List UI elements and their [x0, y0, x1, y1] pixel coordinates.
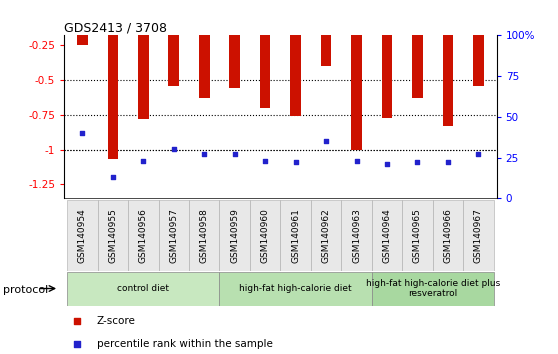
Text: GSM140964: GSM140964 [382, 208, 392, 263]
Bar [98, 200, 128, 271]
Text: GSM140957: GSM140957 [169, 208, 179, 263]
Bar [402, 200, 432, 271]
Bar [372, 272, 494, 306]
Text: GSM140956: GSM140956 [139, 208, 148, 263]
Bar [158, 200, 189, 271]
Bar [321, 10, 331, 66]
Point [291, 160, 300, 165]
Text: GSM140965: GSM140965 [413, 208, 422, 263]
Bar [108, 10, 118, 159]
Bar [250, 200, 281, 271]
Bar [351, 10, 362, 149]
Point [352, 158, 361, 164]
Point [261, 158, 270, 164]
Point [474, 152, 483, 157]
Text: GSM140959: GSM140959 [230, 208, 239, 263]
Text: GSM140961: GSM140961 [291, 208, 300, 263]
Bar [128, 200, 158, 271]
Text: GSM140958: GSM140958 [200, 208, 209, 263]
Bar [260, 10, 271, 108]
Point [394, 27, 403, 33]
Point [394, 236, 403, 242]
Bar [77, 10, 88, 45]
Text: GSM140962: GSM140962 [321, 208, 330, 263]
Bar [189, 200, 219, 271]
Text: GSM140954: GSM140954 [78, 208, 87, 263]
Point [108, 174, 117, 180]
Point [139, 158, 148, 164]
Point [200, 152, 209, 157]
Text: protocol: protocol [3, 285, 48, 295]
Bar [219, 200, 250, 271]
Text: GDS2413 / 3708: GDS2413 / 3708 [64, 21, 167, 34]
Text: GSM140967: GSM140967 [474, 208, 483, 263]
Bar [311, 200, 341, 271]
Bar [280, 200, 311, 271]
Bar [67, 200, 98, 271]
Point [413, 160, 422, 165]
Point [383, 161, 392, 167]
Bar [169, 10, 179, 86]
Text: high-fat high-calorie diet: high-fat high-calorie diet [239, 284, 352, 293]
Bar [229, 10, 240, 88]
Bar [290, 10, 301, 116]
Bar [219, 272, 372, 306]
Bar [199, 10, 210, 98]
Text: GSM140966: GSM140966 [444, 208, 453, 263]
Bar [382, 10, 392, 118]
Bar [138, 10, 148, 119]
Point [78, 130, 87, 136]
Bar [412, 10, 423, 98]
Text: GSM140960: GSM140960 [261, 208, 270, 263]
Text: GSM140955: GSM140955 [108, 208, 117, 263]
Bar [341, 200, 372, 271]
Text: percentile rank within the sample: percentile rank within the sample [97, 339, 272, 349]
Bar [67, 272, 219, 306]
Text: Z-score: Z-score [97, 316, 136, 326]
Point [444, 160, 453, 165]
Bar [463, 200, 494, 271]
Text: GSM140963: GSM140963 [352, 208, 361, 263]
Bar [372, 200, 402, 271]
Point [169, 147, 178, 152]
Bar [442, 10, 453, 126]
Bar [473, 10, 484, 86]
Bar [432, 200, 463, 271]
Text: control diet: control diet [117, 284, 169, 293]
Text: high-fat high-calorie diet plus
resveratrol: high-fat high-calorie diet plus resverat… [365, 279, 500, 298]
Point [230, 152, 239, 157]
Point [321, 138, 330, 144]
